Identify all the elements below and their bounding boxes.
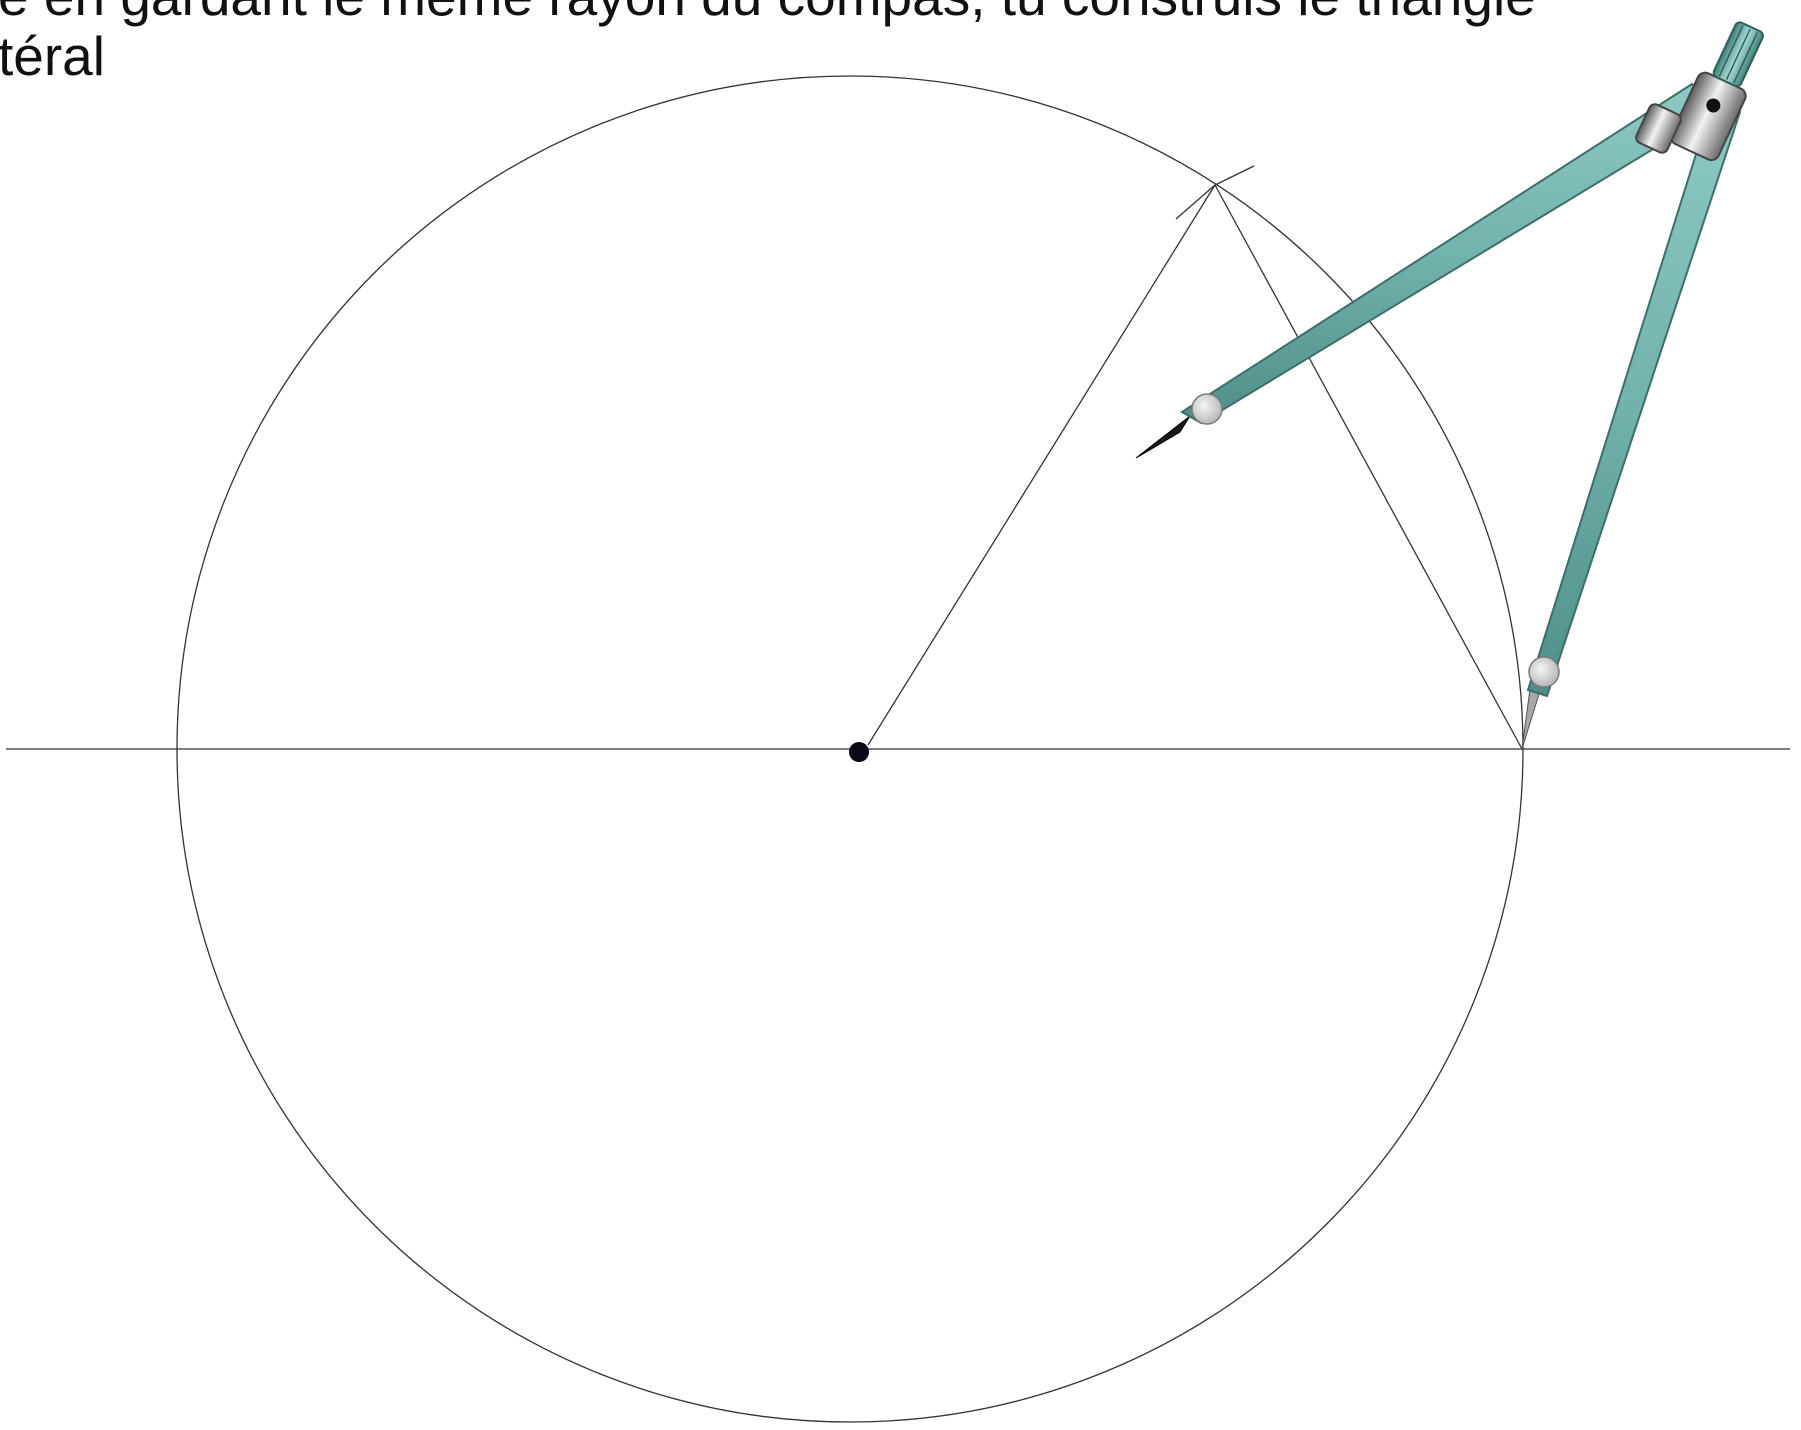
center-point-icon xyxy=(849,742,869,762)
knob-ridge xyxy=(1718,25,1744,77)
compass-pencil-lead xyxy=(1135,415,1191,459)
arc-mark-upper xyxy=(1214,165,1255,186)
compass-left-joint xyxy=(1191,393,1223,425)
triangle-side-left xyxy=(867,184,1216,746)
knob-ridge xyxy=(1733,31,1759,84)
compass-right-joint xyxy=(1528,656,1560,688)
arc-mark-lower xyxy=(1175,184,1216,220)
compass-head-clamp xyxy=(1635,103,1682,154)
compass-icon xyxy=(1135,21,1764,750)
triangle-side-right xyxy=(1214,184,1523,750)
compass-needle xyxy=(1521,688,1541,750)
knob-ridge xyxy=(1725,28,1751,80)
construction-circle xyxy=(176,75,1524,1423)
compass-pivot-screw xyxy=(1706,98,1721,113)
construction-lines xyxy=(6,75,1790,1423)
